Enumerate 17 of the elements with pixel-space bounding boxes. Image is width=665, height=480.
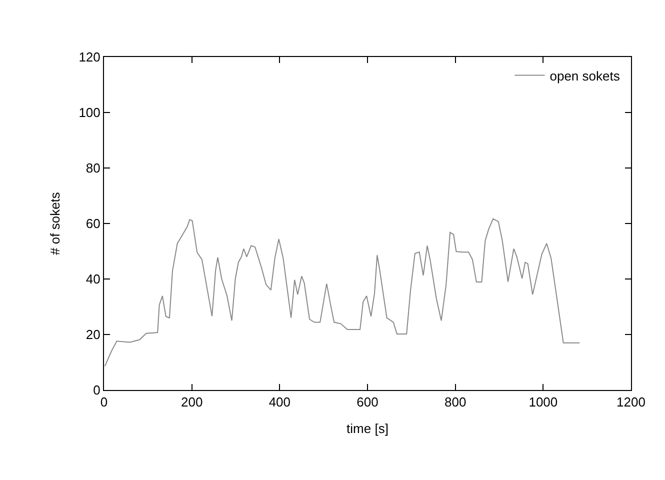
y-tick-label: 120 — [78, 50, 100, 65]
y-tick-label: 40 — [86, 272, 100, 287]
y-tick-label: 20 — [86, 327, 100, 342]
x-tick-label: 1000 — [528, 394, 558, 410]
legend-label: open sokets — [550, 68, 620, 84]
y-tick-label: 0 — [93, 382, 100, 398]
x-tick-label: 600 — [356, 394, 378, 410]
y-tick-label: 80 — [86, 160, 100, 176]
x-tick-label: 400 — [268, 394, 291, 410]
y-tick-label: 60 — [86, 216, 100, 232]
line-series — [104, 218, 580, 367]
y-axis-title: # of sokets — [48, 192, 63, 255]
x-tick-label: 800 — [444, 394, 466, 410]
y-tick-label: 100 — [78, 105, 100, 120]
x-axis-title: time [s] — [346, 421, 388, 436]
x-tick-label: 1200 — [616, 394, 646, 410]
x-tick-label: 200 — [180, 394, 203, 410]
